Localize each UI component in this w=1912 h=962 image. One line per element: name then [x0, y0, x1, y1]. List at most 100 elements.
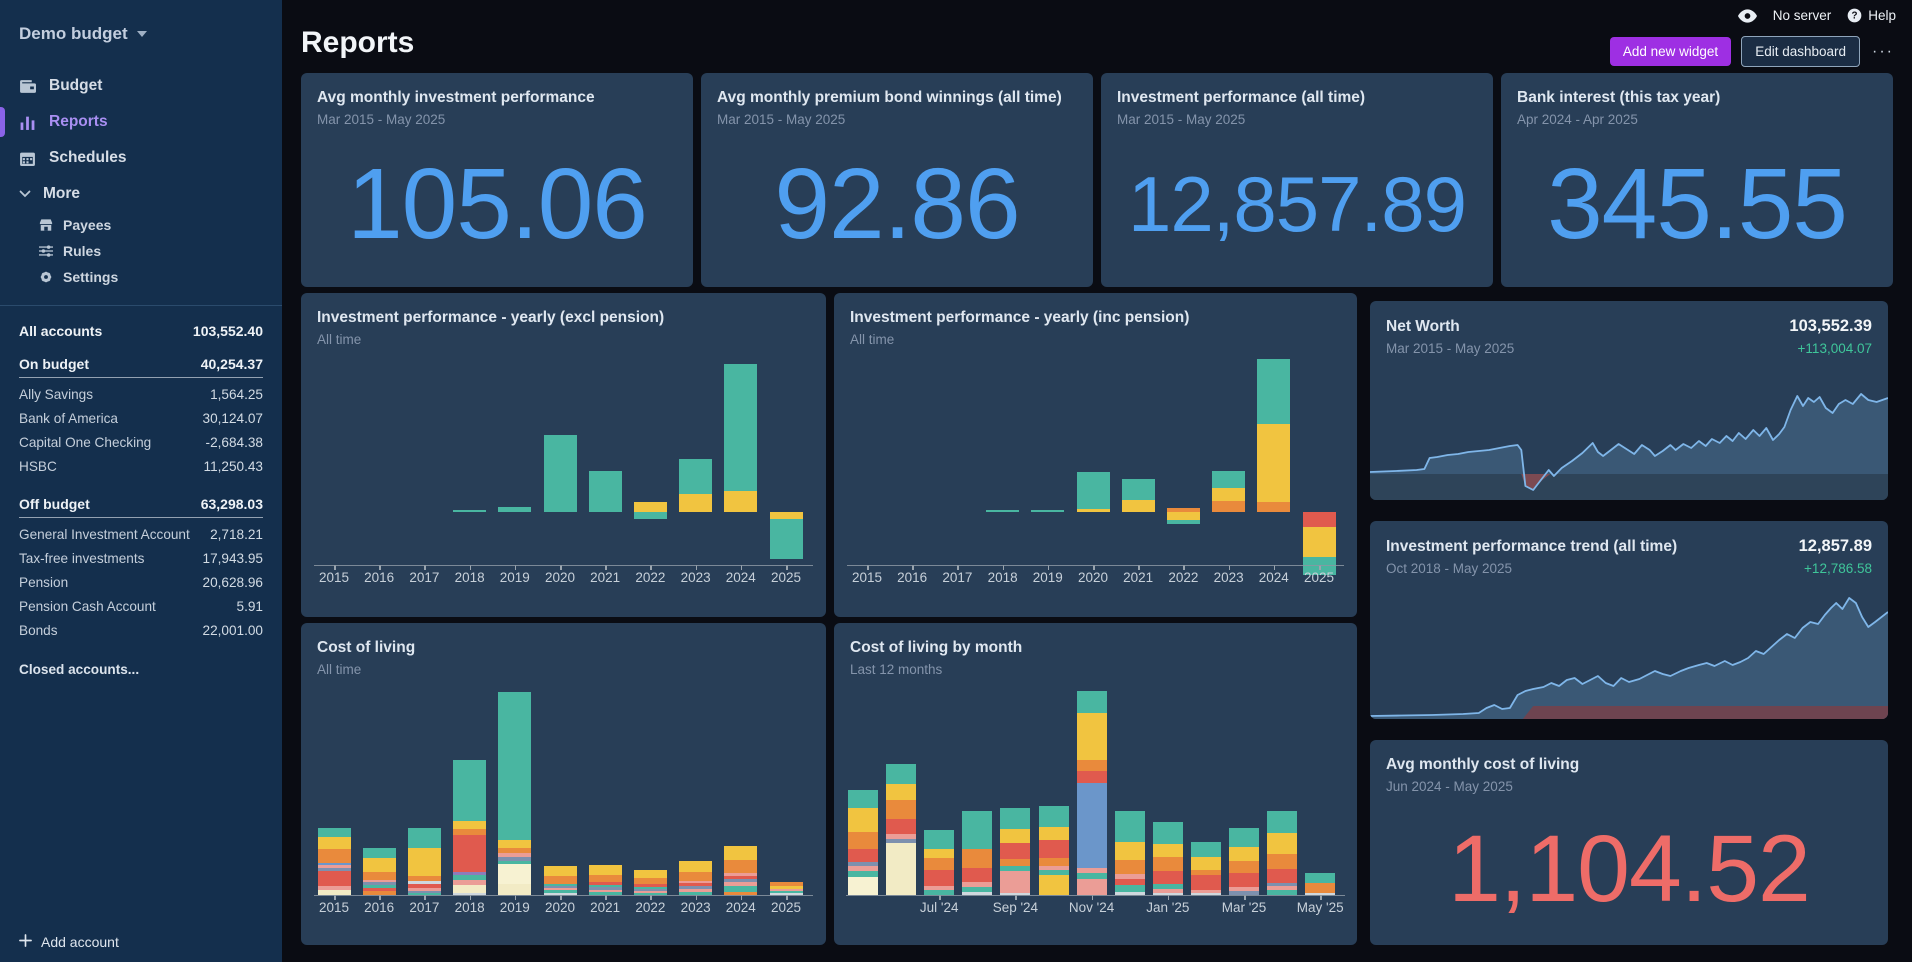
- net-worth-chart: [1370, 366, 1888, 500]
- sidebar-item-reports[interactable]: Reports: [0, 104, 282, 140]
- sidebar-account-row[interactable]: Bonds 22,001.00: [19, 623, 263, 638]
- bar-segment: [498, 864, 532, 884]
- bar-segment: [1166, 512, 1200, 520]
- wallet-icon: [19, 78, 36, 95]
- server-status-button[interactable]: No server: [1773, 8, 1832, 23]
- x-axis-label: 2018: [987, 570, 1018, 585]
- sidebar-item-label: Payees: [63, 217, 112, 233]
- x-axis-label: 2023: [680, 900, 711, 915]
- x-axis-label: 2021: [1123, 570, 1154, 585]
- sidebar-account-row[interactable]: Capital One Checking -2,684.38: [19, 435, 263, 450]
- widget-range: Mar 2015 - May 2025: [1117, 112, 1246, 127]
- sidebar-account-row[interactable]: HSBC 11,250.43: [19, 459, 263, 474]
- sidebar-account-row[interactable]: Ally Savings 1,564.25: [19, 387, 263, 402]
- help-icon: ?: [1847, 8, 1862, 23]
- x-axis-tick: [695, 565, 698, 570]
- bar-segment: [1121, 500, 1155, 512]
- overflow-menu-button[interactable]: ···: [1872, 42, 1894, 60]
- kpi-value: 345.55: [1547, 147, 1848, 260]
- sidebar-item-settings[interactable]: Settings: [39, 264, 282, 290]
- bar-segment: [1257, 359, 1291, 424]
- widget-premium-bond-winnings[interactable]: Avg monthly premium bond winnings (all t…: [701, 73, 1093, 287]
- bar-segment: [633, 891, 667, 893]
- sidebar-item-budget[interactable]: Budget: [0, 68, 282, 104]
- x-axis-tick: [514, 895, 517, 900]
- widget-avg-monthly-cost-of-living[interactable]: Avg monthly cost of living Jun 2024 - Ma…: [1370, 740, 1888, 945]
- x-axis-label: 2024: [725, 900, 756, 915]
- yearly-excl-chart: 2015 2016 2017 2018 2019 2020 2021 2022 2023 2024…: [301, 293, 826, 617]
- widget-title: Cost of living by month: [850, 639, 1023, 656]
- widget-yearly-inc-pension[interactable]: 2015 2016 2017 2018 2019 2020 2021 2022 2023 2024…: [834, 293, 1357, 617]
- bar-segment: [453, 835, 487, 872]
- x-axis-line: [846, 895, 1345, 896]
- bar-segment: [924, 890, 955, 895]
- x-axis-tick: [650, 895, 652, 900]
- x-axis-tick: [1183, 565, 1185, 570]
- x-axis-tick: [605, 895, 607, 900]
- widget-cost-of-living-by-month[interactable]: Jul '24 Sep '24 Nov '24 Jan '25 Mar '25 May '…: [834, 623, 1357, 945]
- x-axis-tick: [379, 895, 381, 900]
- sidebar-account-row[interactable]: Pension Cash Account 5.91: [19, 599, 263, 614]
- bar-segment: [1229, 891, 1259, 895]
- bar-segment: [633, 512, 667, 519]
- bar-segment: [724, 879, 758, 882]
- bar-segment: [1267, 890, 1298, 895]
- sidebar-item-rules[interactable]: Rules: [39, 238, 282, 264]
- edit-dashboard-button[interactable]: Edit dashboard: [1741, 36, 1861, 67]
- bar-segment: [543, 890, 577, 893]
- bar-segment: [1114, 885, 1145, 892]
- widget-title: Investment performance trend (all time): [1386, 538, 1678, 555]
- widget-net-worth[interactable]: Net Worth 103,552.39 Mar 2015 - May 2025…: [1370, 301, 1888, 500]
- bar-segment: [633, 887, 667, 889]
- sidebar-item-schedules[interactable]: Schedules: [0, 140, 282, 176]
- bar-segment: [1152, 889, 1183, 893]
- widget-yearly-excl-pension[interactable]: 2015 2016 2017 2018 2019 2020 2021 2022 2023 2024…: [301, 293, 826, 617]
- x-axis-tick: [1273, 565, 1276, 570]
- x-axis-tick: [379, 565, 381, 570]
- bar-segment: [453, 885, 487, 893]
- x-axis-label: 2020: [1077, 570, 1109, 585]
- x-axis-label: 2023: [1213, 570, 1244, 585]
- sidebar-account-row[interactable]: General Investment Account 2,718.21: [19, 527, 263, 542]
- bar-segment: [498, 884, 532, 895]
- widget-investment-performance-all-time[interactable]: Investment performance (all time) Mar 20…: [1101, 73, 1493, 287]
- add-new-widget-button[interactable]: Add new widget: [1609, 37, 1732, 66]
- widget-bank-interest[interactable]: Bank interest (this tax year) Apr 2024 -…: [1501, 73, 1893, 287]
- widget-cost-of-living[interactable]: 2015 2016 2017 2018 2019 2020 2021 2022 2023 2024…: [301, 623, 826, 945]
- bar-segment: [769, 519, 803, 559]
- x-axis-label: 2018: [454, 900, 485, 915]
- bar-segment: [1000, 893, 1031, 895]
- x-axis-tick: [1093, 565, 1095, 570]
- bar-segment: [1305, 883, 1336, 893]
- x-axis-tick: [650, 565, 652, 570]
- privacy-eye-button[interactable]: [1737, 8, 1757, 23]
- sidebar-more-toggle[interactable]: More: [0, 176, 282, 212]
- bar-segment: [362, 848, 396, 858]
- x-axis-label: 2025: [1303, 570, 1335, 585]
- x-axis-label: 2024: [725, 570, 756, 585]
- help-button[interactable]: ? Help: [1847, 8, 1896, 23]
- x-axis-tick: [1320, 895, 1322, 900]
- bar-segment: [1114, 879, 1145, 885]
- widget-avg-investment-performance[interactable]: Avg monthly investment performance Mar 2…: [301, 73, 693, 287]
- widget-range: All time: [317, 662, 362, 677]
- widget-investment-trend[interactable]: Investment performance trend (all time) …: [1370, 521, 1888, 719]
- widget-range: Oct 2018 - May 2025: [1386, 561, 1513, 576]
- sidebar-account-row[interactable]: Tax-free investments 17,943.95: [19, 551, 263, 566]
- sidebar-account-row[interactable]: Pension 20,628.96: [19, 575, 263, 590]
- budget-switcher[interactable]: Demo budget: [19, 24, 263, 44]
- sidebar-account-row[interactable]: Bank of America 30,124.07: [19, 411, 263, 426]
- x-axis-label: Mar '25: [1221, 900, 1267, 915]
- bar-segment: [1305, 873, 1336, 883]
- bar-segment: [886, 800, 917, 819]
- add-account-button[interactable]: Add account: [19, 934, 119, 950]
- bar-segment: [724, 873, 758, 876]
- bar-segment: [588, 885, 622, 887]
- sidebar-item-label: Rules: [63, 243, 102, 259]
- bar-segment: [453, 893, 487, 895]
- widget-range: Jun 2024 - May 2025: [1386, 779, 1513, 794]
- x-axis-label: 2017: [409, 900, 440, 915]
- all-accounts-row[interactable]: All accounts 103,552.40: [19, 323, 263, 339]
- closed-accounts-link[interactable]: Closed accounts...: [19, 662, 140, 677]
- sidebar-item-payees[interactable]: Payees: [39, 212, 282, 238]
